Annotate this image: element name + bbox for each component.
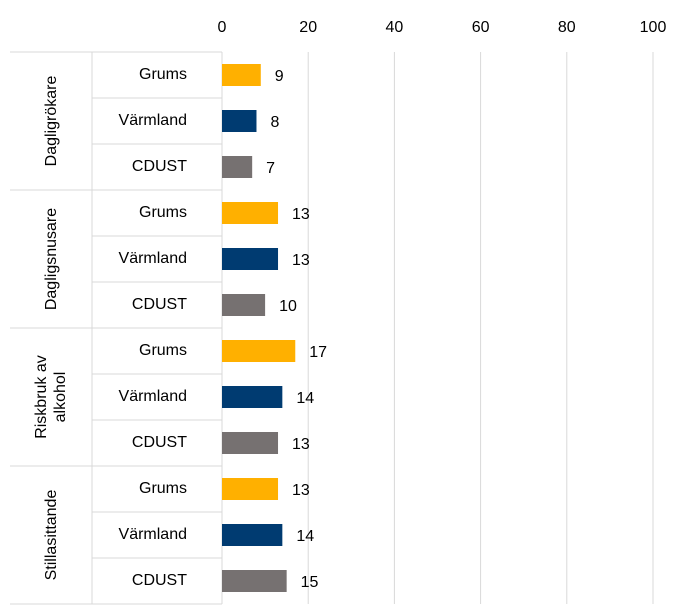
group-label-box: Stillasittande: [42, 489, 60, 581]
group-label-box: Dagligrökare: [42, 75, 60, 167]
group-label: Stillasittande: [42, 489, 60, 581]
row-label: CDUST: [132, 296, 187, 313]
value-label: 7: [266, 160, 275, 177]
value-label: 14: [296, 390, 314, 407]
group-label-box: Dagligsnusare: [42, 207, 60, 311]
bar: [222, 386, 283, 408]
x-tick-label: 100: [640, 19, 667, 36]
bar: [222, 202, 279, 224]
bar: [222, 156, 253, 178]
bar: [222, 570, 287, 592]
x-tick-label: 0: [218, 19, 227, 36]
value-label: 15: [301, 574, 319, 591]
value-label: 13: [292, 436, 310, 453]
bar: [222, 294, 266, 316]
value-label: 10: [279, 298, 297, 315]
value-label: 17: [309, 344, 327, 361]
value-label: 8: [270, 114, 279, 131]
bar: [222, 524, 283, 546]
row-label: Grums: [139, 480, 187, 497]
group-label: Dagligsnusare: [42, 207, 60, 311]
row-label: CDUST: [132, 434, 187, 451]
x-tick-label: 60: [472, 19, 490, 36]
row-label: Värmland: [119, 388, 187, 405]
row-label: Värmland: [119, 250, 187, 267]
value-label: 13: [292, 482, 310, 499]
value-label: 14: [296, 528, 314, 545]
row-label: Värmland: [119, 526, 187, 543]
group-label: Riskbruk av alkohol: [33, 355, 69, 439]
row-label: Grums: [139, 342, 187, 359]
group-label: Dagligrökare: [42, 75, 60, 167]
row-label: Värmland: [119, 112, 187, 129]
value-label: 9: [275, 68, 284, 85]
bar: [222, 110, 257, 132]
x-tick-label: 20: [299, 19, 317, 36]
row-label: Grums: [139, 66, 187, 83]
value-label: 13: [292, 252, 310, 269]
x-tick-label: 80: [558, 19, 576, 36]
bar: [222, 248, 279, 270]
value-label: 13: [292, 206, 310, 223]
bar: [222, 340, 296, 362]
bar: [222, 432, 279, 454]
row-label: CDUST: [132, 572, 187, 589]
row-label: CDUST: [132, 158, 187, 175]
row-label: Grums: [139, 204, 187, 221]
bar: [222, 64, 261, 86]
group-label-box: Riskbruk av alkohol: [33, 355, 69, 439]
bar: [222, 478, 279, 500]
x-tick-label: 40: [386, 19, 404, 36]
